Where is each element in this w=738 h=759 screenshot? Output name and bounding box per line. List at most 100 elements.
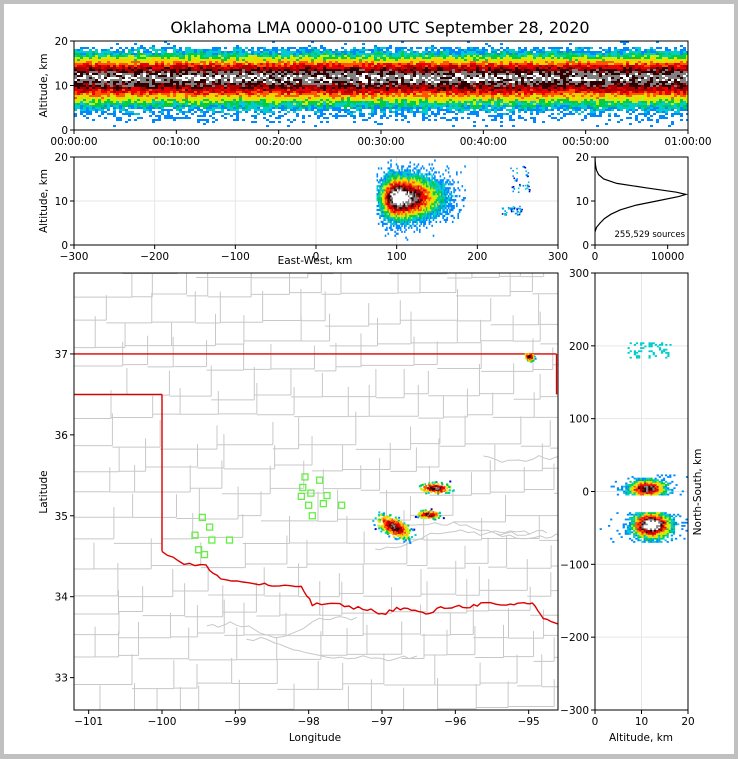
source-density-cell (455, 67, 458, 69)
source-density-cell (230, 67, 233, 69)
source-density-cell (482, 87, 485, 89)
source-density-cell (227, 77, 230, 79)
source-density-cell (239, 103, 242, 105)
source-density-cell (395, 107, 398, 109)
source-density-cell (239, 65, 242, 67)
source-density-cell (518, 67, 521, 69)
source-density-cell (335, 87, 338, 89)
source-density-cell (110, 51, 113, 53)
source-density-cell (293, 51, 296, 53)
source-density-cell (116, 103, 119, 105)
source-density-cell (326, 101, 329, 103)
source-density-cell (419, 65, 422, 67)
source-density-cell (383, 111, 386, 113)
source-density-cell (140, 99, 143, 101)
source-density-cell (494, 111, 497, 113)
source-density-cell (185, 49, 188, 51)
source-density-cell (242, 59, 245, 61)
source-density-cell (377, 81, 380, 83)
source-density-cell (500, 79, 503, 81)
source-density-cell (146, 87, 149, 89)
source-density-cell (389, 65, 392, 67)
source-density-cell (74, 49, 77, 51)
source-density-cell (227, 75, 230, 77)
source-density-cell (206, 57, 209, 59)
source-density-cell (251, 107, 254, 109)
source-density-cell (239, 105, 242, 107)
source-density-cell (374, 121, 377, 123)
source-density-cell (164, 105, 167, 107)
source-density-cell (497, 59, 500, 61)
source-density-cell (269, 85, 272, 87)
source-density-cell (362, 63, 365, 65)
source-density-cell (305, 93, 308, 95)
source-density-cell (380, 99, 383, 101)
source-density-cell (350, 51, 353, 53)
source-density-cell (248, 99, 251, 101)
source-density-cell (482, 85, 485, 87)
source-density-cell (512, 87, 515, 89)
source-density-cell (95, 83, 98, 85)
source-density-cell (188, 57, 191, 59)
source-density-cell (470, 49, 473, 51)
source-density-cell (206, 73, 209, 75)
source-density-cell (491, 93, 494, 95)
source-density-cell (341, 83, 344, 85)
source-density-cell (389, 101, 392, 103)
source-density-cell (506, 83, 509, 85)
source-density-cell (128, 115, 131, 117)
source-density-cell (89, 99, 92, 101)
source-density-cell (290, 91, 293, 93)
source-density-cell (500, 57, 503, 59)
source-density-cell (428, 53, 431, 55)
source-density-cell (95, 87, 98, 89)
source-density-cell (185, 111, 188, 113)
source-density-cell (212, 81, 215, 83)
source-density-cell (476, 65, 479, 67)
source-density-cell (116, 75, 119, 77)
source-density-cell (494, 65, 497, 67)
source-density-cell (146, 85, 149, 87)
source-density-cell (206, 81, 209, 83)
source-density-cell (122, 81, 125, 83)
source-density-cell (131, 93, 134, 95)
source-density-cell (173, 107, 176, 109)
source-density-cell (512, 73, 515, 75)
source-density-cell (134, 61, 137, 63)
source-density-cell (434, 99, 437, 101)
source-density-cell (155, 81, 158, 83)
source-density-cell (356, 83, 359, 85)
source-density-cell (491, 63, 494, 65)
source-density-cell (284, 97, 287, 99)
source-density-cell (89, 73, 92, 75)
source-density-cell (407, 121, 410, 123)
source-density-cell (74, 79, 77, 81)
source-density-cell (386, 63, 389, 65)
source-density-cell (113, 111, 116, 113)
source-density-cell (341, 101, 344, 103)
source-density-cell (464, 67, 467, 69)
source-density-cell (80, 57, 83, 59)
source-density-cell (455, 69, 458, 71)
source-density-cell (116, 107, 119, 109)
source-density-cell (293, 93, 296, 95)
source-density-cell (449, 103, 452, 105)
source-density-cell (203, 91, 206, 93)
source-density-cell (122, 107, 125, 109)
source-density-cell (479, 95, 482, 97)
source-density-cell (512, 89, 515, 91)
source-density-cell (296, 59, 299, 61)
source-density-cell (491, 87, 494, 89)
source-density-cell (152, 59, 155, 61)
source-density-cell (380, 59, 383, 61)
source-density-cell (230, 53, 233, 55)
source-density-cell (347, 61, 350, 63)
source-density-cell (326, 73, 329, 75)
source-density-cell (134, 95, 137, 97)
source-density-cell (362, 69, 365, 71)
source-density-cell (185, 67, 188, 69)
source-density-cell (164, 81, 167, 83)
source-density-cell (416, 75, 419, 77)
source-density-cell (269, 89, 272, 91)
source-density-cell (146, 101, 149, 103)
